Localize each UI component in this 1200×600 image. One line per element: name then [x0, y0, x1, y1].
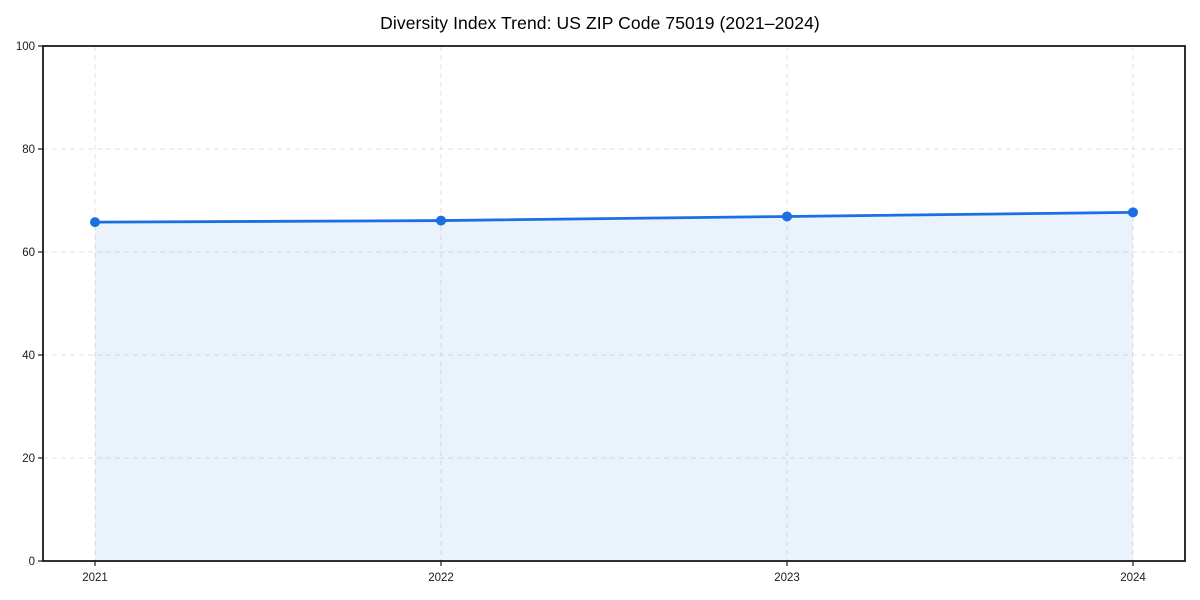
area-fill: [95, 212, 1133, 561]
data-point-marker: [90, 217, 100, 228]
y-axis-tick-label: 20: [22, 453, 35, 465]
x-axis-tick-label: 2024: [1120, 572, 1146, 584]
x-axis-tick-label: 2023: [774, 572, 800, 584]
y-axis-tick-label: 40: [22, 350, 35, 362]
data-point-marker: [436, 215, 446, 226]
chart-title: Diversity Index Trend: US ZIP Code 75019…: [380, 13, 820, 33]
data-point-marker: [782, 211, 792, 222]
plot-border: [42, 45, 1186, 562]
y-axis-tick-label: 100: [16, 41, 35, 53]
x-axis-tick-label: 2022: [428, 572, 454, 584]
y-axis-tick-label: 0: [29, 556, 35, 568]
x-axis-tick-label: 2021: [82, 572, 108, 584]
trend-line: [93, 210, 1135, 224]
y-axis-tick-label: 80: [22, 144, 35, 156]
data-point-marker: [1128, 207, 1138, 218]
y-axis-tick-label: 60: [22, 247, 35, 259]
